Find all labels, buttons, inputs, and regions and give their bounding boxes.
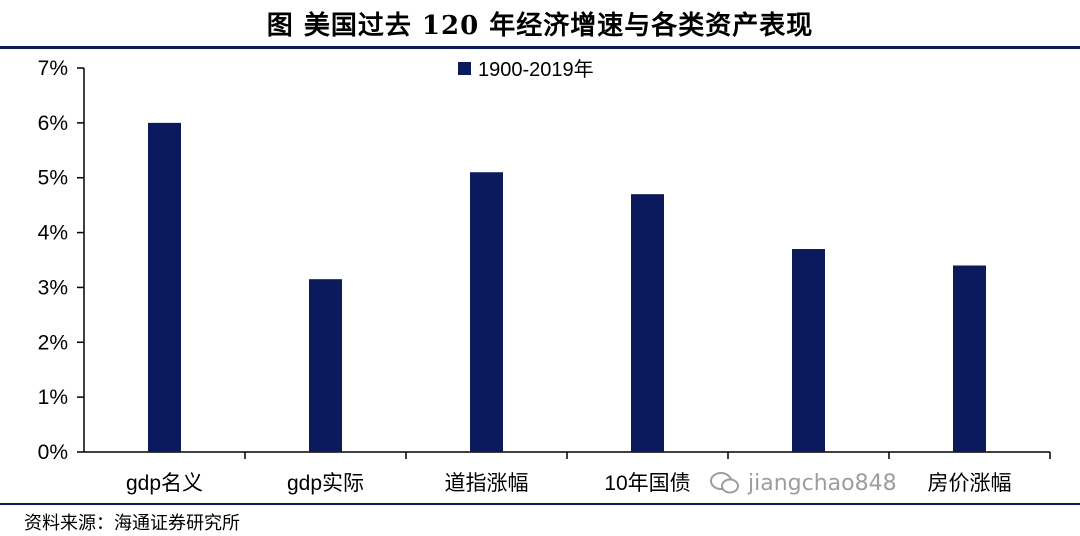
bar (792, 249, 825, 452)
bar-chart: 0% 1% 2% 3% 4% 5% 6% 7% gdp名义 gdp实际 道指涨幅 10年国债 房价涨幅 1… (38, 57, 1051, 495)
y-tick-label: 0% (38, 441, 68, 464)
x-tick-label: 10年国债 (604, 472, 690, 495)
bar (309, 279, 342, 452)
source-note: 资料来源：海通证券研究所 (24, 513, 240, 534)
x-tick-label: gdp实际 (287, 472, 364, 495)
bottom-rule (0, 503, 1080, 505)
y-tick-label: 2% (38, 331, 68, 354)
bar (953, 265, 986, 452)
y-tick-label: 3% (38, 276, 68, 299)
watermark-text: jiangchao848 (748, 470, 897, 496)
y-tick-label: 4% (38, 222, 68, 245)
chart-title: 图 美国过去 120 年经济增速与各类资产表现 (266, 10, 814, 41)
title-bar: 图 美国过去 120 年经济增速与各类资产表现 (0, 0, 1080, 49)
bar (470, 172, 503, 452)
legend-label: 1900-2019年 (478, 58, 594, 81)
bar (148, 122, 181, 452)
x-tick-label: 道指涨幅 (445, 472, 529, 495)
legend-swatch (458, 62, 471, 75)
y-tick-label: 6% (38, 112, 68, 135)
watermark: jiangchao848 (710, 468, 1070, 498)
bar (631, 194, 664, 452)
y-tick-label: 5% (38, 167, 68, 190)
y-tick-label: 7% (38, 57, 68, 80)
wechat-icon (710, 472, 739, 494)
chart-area: 0% 1% 2% 3% 4% 5% 6% 7% gdp名义 gdp实际 道指涨幅 10年国债 房价涨幅 1… (0, 49, 1080, 501)
y-tick-label: 1% (38, 386, 68, 409)
x-tick-label: gdp名义 (126, 472, 203, 495)
x-tick-label: 房价涨幅 (928, 472, 1012, 495)
